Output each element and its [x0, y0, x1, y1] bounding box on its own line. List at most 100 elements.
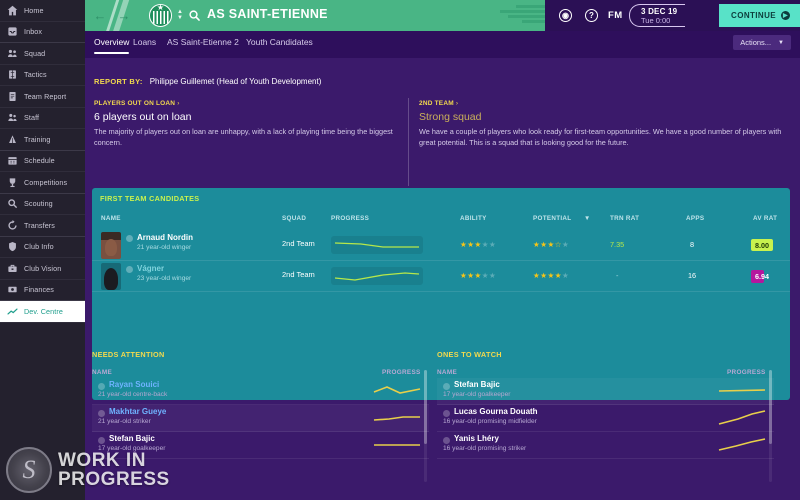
tab-overview[interactable]: Overview	[94, 37, 130, 54]
player-subtitle: 16 year-old promising striker	[443, 445, 527, 452]
sidebar-item-schedule[interactable]: Schedule	[0, 151, 85, 172]
sidebar-label: Scouting	[24, 199, 53, 209]
section-title: ONES TO WATCH	[437, 350, 502, 359]
progress-sparkline	[718, 382, 766, 400]
list-scrollbar-track[interactable]	[769, 370, 772, 482]
club-badge-icon[interactable]: ★	[149, 4, 172, 27]
list-scrollbar-thumb[interactable]	[424, 370, 427, 444]
sort-descending-icon[interactable]: ▼	[584, 215, 591, 222]
staff-icon	[7, 112, 18, 123]
sidebar-label: Tactics	[24, 70, 47, 80]
sidebar-label: Training	[24, 134, 51, 144]
sidebar-item-home[interactable]: Home	[0, 0, 85, 22]
player-name[interactable]: Vágner	[137, 264, 165, 273]
player-subtitle: 23 year-old winger	[137, 275, 192, 282]
list-item[interactable]: Makhtar Gueye 21 year-old striker	[92, 405, 429, 432]
sidebar-item-transfers[interactable]: Transfers	[0, 215, 85, 237]
list-item[interactable]: Yanis Lhéry 16 year-old promising strike…	[437, 432, 774, 459]
tab-youth-candidates[interactable]: Youth Candidates	[246, 37, 313, 47]
tab-as-saint-etienne-2[interactable]: AS Saint-Etienne 2	[167, 37, 239, 47]
column-header-av-rat[interactable]: AV RAT	[753, 215, 778, 222]
help-icon[interactable]: ?	[585, 9, 598, 22]
tactics-icon	[7, 69, 18, 80]
page-title: AS SAINT-ETIENNE	[207, 7, 328, 21]
insight-2nd-team: 2ND TEAM › Strong squad We have a couple…	[419, 100, 784, 148]
sidebar-item-competitions[interactable]: Competitions	[0, 172, 85, 194]
sidebar-item-dev-centre[interactable]: Dev. Centre	[0, 301, 85, 323]
game-date[interactable]: 3 DEC 19 Tue 0:00	[629, 4, 686, 27]
sidebar-item-scouting[interactable]: Scouting	[0, 194, 85, 215]
club-switcher-icon[interactable]: ▲ ▼	[177, 9, 183, 21]
table-row[interactable]: Arnaud Nordin 21 year-old winger 2nd Tea…	[92, 230, 790, 261]
player-subtitle: 21 year-old centre-back	[98, 391, 168, 398]
sidebar-item-training[interactable]: Training	[0, 129, 85, 151]
sidebar-item-inbox[interactable]: Inbox	[0, 22, 85, 43]
forward-arrow-icon[interactable]: →	[117, 8, 131, 23]
progress-sparkline	[718, 409, 766, 427]
player-squad: 2nd Team	[282, 270, 315, 279]
insight-kicker[interactable]: 2ND TEAM ›	[419, 100, 459, 107]
continue-label: CONTINUE	[731, 11, 776, 20]
badge-star-icon: ★	[156, 4, 165, 12]
sidebar-label: Dev. Centre	[24, 306, 63, 316]
column-header-name[interactable]: NAME	[101, 215, 121, 222]
header-decoration	[488, 0, 546, 31]
player-name[interactable]: Stefan Bajic	[109, 434, 155, 443]
section-title: NEEDS ATTENTION	[92, 350, 165, 359]
column-header-squad[interactable]: SQUAD	[282, 215, 307, 222]
list-item[interactable]: Stefan Bajic 17 year-old goalkeeper	[92, 432, 429, 459]
sidebar-item-team-report[interactable]: Team Report	[0, 86, 85, 108]
training-rating: 7.35	[610, 240, 625, 249]
list-scrollbar-thumb[interactable]	[769, 370, 772, 444]
sidebar-item-squad[interactable]: Squad	[0, 43, 85, 65]
appearances: 8	[690, 240, 695, 249]
appearances: 16	[688, 271, 697, 280]
search-icon[interactable]	[188, 9, 201, 22]
list-scrollbar-track[interactable]	[424, 370, 427, 482]
sidebar-item-club-vision[interactable]: Club Vision	[0, 258, 85, 280]
list-item[interactable]: Rayan Souici 21 year-old centre-back	[92, 378, 429, 405]
magnifier-icon	[7, 198, 18, 209]
tab-loans[interactable]: Loans	[133, 37, 157, 47]
panel-title: FIRST TEAM CANDIDATES	[100, 194, 200, 203]
actions-button[interactable]: Actions... ▼	[733, 35, 791, 50]
player-name[interactable]: Rayan Souici	[109, 380, 160, 389]
player-name[interactable]: Yanis Lhéry	[454, 434, 499, 443]
chevron-down-icon: ▼	[778, 39, 784, 46]
back-arrow-icon[interactable]: ←	[93, 8, 107, 23]
player-name[interactable]: Makhtar Gueye	[109, 407, 167, 416]
list-item[interactable]: Lucas Gourna Douath 16 year-old promisin…	[437, 405, 774, 432]
nationality-flag-icon	[126, 266, 133, 273]
column-header-apps[interactable]: APPS	[686, 215, 705, 222]
nationality-flag-icon	[443, 383, 450, 390]
sidebar-label: Staff	[24, 113, 40, 123]
training-rating: -	[616, 271, 619, 280]
main-content: REPORT BY: Philippe Guillemet (Head of Y…	[85, 58, 800, 500]
shield-icon	[7, 241, 18, 252]
sidebar-label: Schedule	[24, 156, 55, 166]
player-squad: 2nd Team	[282, 239, 315, 248]
report-icon	[7, 91, 18, 102]
preferences-icon[interactable]: ◉	[559, 9, 572, 22]
player-name[interactable]: Lucas Gourna Douath	[454, 407, 538, 416]
sidebar-item-tactics[interactable]: Tactics	[0, 65, 85, 86]
list-item[interactable]: Stefan Bajic 17 year-old goalkeeper	[437, 378, 774, 405]
table-row[interactable]: Vágner 23 year-old winger 2nd Team ★ ★ ★ ★ ★…	[92, 261, 790, 292]
continue-button[interactable]: CONTINUE ▶	[719, 4, 800, 27]
column-header-ability[interactable]: ABILITY	[460, 215, 487, 222]
progress-sparkline	[373, 382, 421, 400]
player-name[interactable]: Arnaud Nordin	[137, 233, 193, 242]
chevron-right-icon: ›	[453, 100, 459, 107]
player-subtitle: 17 year-old goalkeeper	[98, 445, 166, 452]
sidebar-item-staff[interactable]: Staff	[0, 108, 85, 129]
average-rating-badge: 8.00	[751, 239, 773, 251]
column-header-trn-rat[interactable]: TRN RAT	[610, 215, 640, 222]
insight-kicker[interactable]: PLAYERS OUT ON LOAN ›	[94, 100, 180, 107]
player-name[interactable]: Stefan Bajic	[454, 380, 500, 389]
sidebar-item-club-info[interactable]: Club Info	[0, 237, 85, 258]
sidebar-item-finances[interactable]: Finances	[0, 280, 85, 301]
column-header-potential[interactable]: POTENTIAL	[533, 215, 572, 222]
player-subtitle: 17 year-old goalkeeper	[443, 391, 511, 398]
sidebar-label: Home	[24, 5, 44, 15]
column-header-progress[interactable]: PROGRESS	[331, 215, 370, 222]
